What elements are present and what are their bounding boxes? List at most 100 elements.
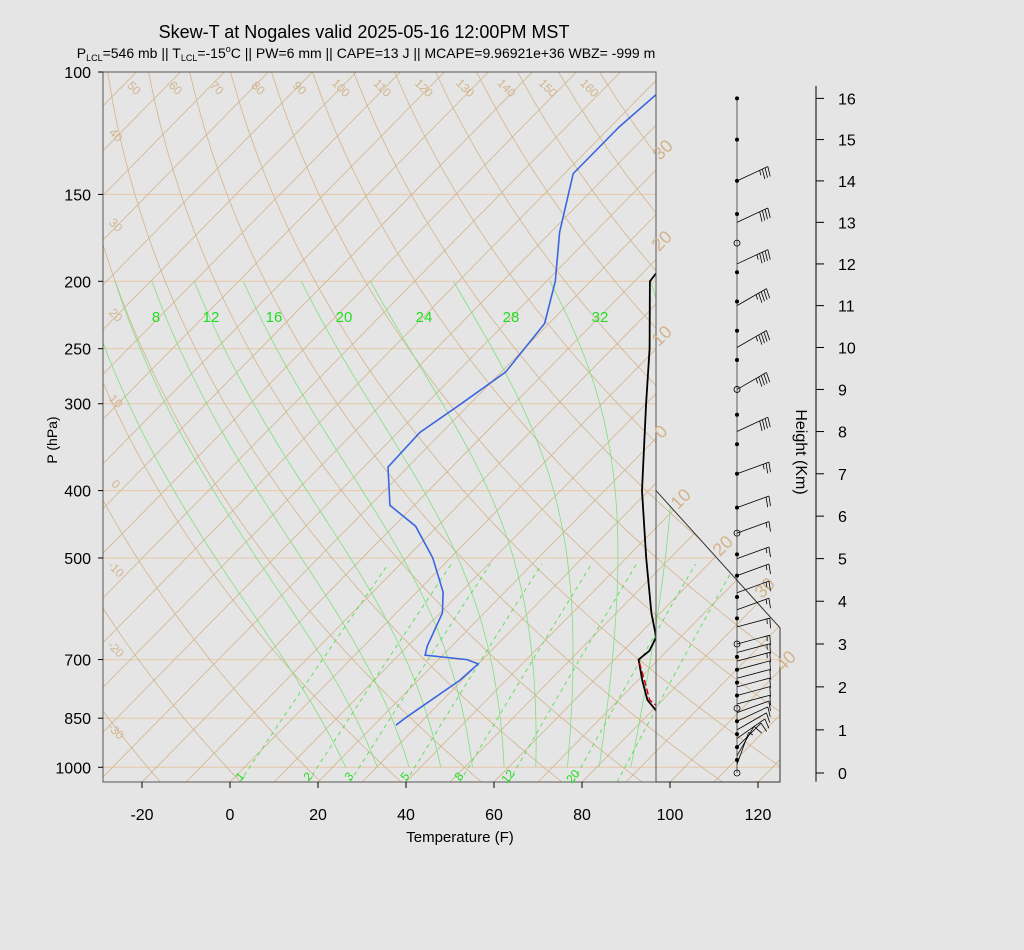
- height-marker: [733, 386, 741, 393]
- dry-adiabat-label: 10: [106, 391, 126, 411]
- wind-barb-shaft: [736, 461, 770, 475]
- isotherm-line: [317, 72, 780, 782]
- wind-barb-feather: [764, 418, 768, 429]
- isotherm-line: [361, 72, 780, 782]
- wind-barb-shaft: [736, 694, 770, 705]
- wind-barb-shaft: [736, 249, 768, 265]
- dry-adiabat: [394, 72, 780, 782]
- height-tick-label: 10: [838, 340, 856, 357]
- isotherm-line: [846, 72, 1024, 782]
- wind-barb-shaft: [736, 330, 767, 348]
- isotherm-line: [537, 72, 780, 782]
- wind-barb-feather: [764, 250, 768, 261]
- height-tick-label: 15: [838, 133, 856, 150]
- dry-adiabat-label-right: 40: [772, 647, 800, 675]
- wind-barb-half-feather: [762, 464, 765, 470]
- dry-adiabat: [312, 72, 780, 782]
- dry-adiabat: [558, 72, 780, 782]
- wind-barb-half-feather: [765, 522, 768, 528]
- height-tick-label: 11: [838, 299, 855, 316]
- wind-barb-feather: [759, 253, 763, 264]
- wind-barb-feather: [764, 209, 768, 220]
- height-marker: [733, 529, 741, 537]
- wind-barb-shaft: [736, 521, 770, 534]
- wind-barb-shaft: [736, 660, 770, 671]
- wind-barb-shaft: [736, 207, 768, 223]
- wind-barb-shaft: [736, 726, 755, 756]
- moist-adiabat: [103, 281, 347, 768]
- dry-adiabat: [271, 72, 780, 782]
- isotherm-line: [103, 72, 445, 782]
- dry-adiabat: [103, 72, 402, 782]
- x-tick-label: 100: [657, 807, 684, 824]
- wind-barb-feather: [764, 167, 768, 178]
- wind-barb-feather: [766, 330, 771, 341]
- subtitle-rest: C || PW=6 mm || CAPE=13 J || MCAPE=9.969…: [231, 45, 656, 61]
- isotherm-line: [141, 72, 780, 782]
- height-marker: [735, 328, 740, 333]
- dry-adiabat: [599, 72, 780, 782]
- x-tick-label: 60: [485, 807, 503, 824]
- wind-barb-feather: [761, 252, 766, 263]
- isotherm-line: [581, 72, 780, 782]
- isotherm-line: [103, 72, 709, 782]
- isotherm-line: [713, 72, 780, 782]
- wind-barb-feather: [766, 712, 771, 723]
- wind-barb-feather: [761, 168, 766, 180]
- height-axis-label: Height (Km): [792, 409, 809, 494]
- mixing-ratio-line: [405, 563, 543, 782]
- wind-barb-feather: [769, 652, 771, 663]
- wind-barb-feather: [769, 686, 771, 697]
- dry-adiabat-label-right: 20: [709, 532, 737, 560]
- isotherm-line: [273, 72, 780, 782]
- dry-adiabat-label: -30: [105, 720, 127, 742]
- wind-barb-shaft: [736, 669, 770, 679]
- wind-barb-feather: [769, 643, 771, 654]
- isotherm-label: 60: [166, 78, 186, 98]
- x-tick-label: 0: [226, 807, 235, 824]
- profiles: [387, 93, 656, 726]
- wind-barb-feather: [761, 419, 766, 430]
- moist-adiabat-label: 16: [266, 309, 283, 326]
- isotherm-line: [103, 72, 181, 782]
- height-marker: [735, 137, 740, 142]
- wind-barb-feather: [768, 581, 771, 592]
- moist-adiabat: [453, 281, 574, 768]
- isotherm-line: [103, 72, 665, 782]
- height-tick-label: 8: [838, 425, 847, 442]
- height-marker: [735, 270, 740, 275]
- wind-barb-shaft: [736, 677, 770, 688]
- mixing-ratio-label: 8: [451, 769, 466, 783]
- temperature-line: [637, 271, 656, 712]
- height-marker: [733, 769, 741, 777]
- isotherm-line: [103, 72, 489, 782]
- wind-barb-shaft: [736, 288, 767, 306]
- mixing-ratio-label: 2: [300, 769, 315, 783]
- mixing-ratio-label: 3: [341, 769, 356, 783]
- height-tick-label: 7: [838, 467, 847, 484]
- isotherm-line: [890, 72, 1024, 782]
- wind-barb-feather: [753, 725, 762, 734]
- wind-barb-feather: [769, 678, 771, 689]
- wind-barb-shaft: [736, 563, 770, 577]
- wind-barb-half-feather: [755, 294, 759, 300]
- isotherm-line: [103, 72, 753, 782]
- wind-barb-feather: [763, 373, 768, 384]
- height-tick-label: 5: [838, 552, 847, 569]
- moist-adiabat-label: 8: [152, 309, 160, 326]
- isotherm-line: [103, 72, 225, 782]
- dry-adiabat-label: 40: [106, 125, 126, 145]
- wind-barb-shaft: [736, 416, 768, 432]
- pressure-tick-label: 500: [64, 551, 91, 568]
- moist-adiabat-label: 32: [592, 309, 609, 326]
- wind-barb-feather: [769, 695, 771, 706]
- wind-barb-feather: [760, 375, 765, 386]
- wind-barb-shaft: [736, 722, 762, 748]
- wind-barb-half-feather: [755, 378, 759, 384]
- isotherm-line: [103, 72, 577, 782]
- plot-area: [0, 72, 1024, 782]
- dry-adiabat: [0, 72, 80, 782]
- subtitle-tlcl-value: =-15: [197, 45, 226, 61]
- wind-barb-half-feather: [765, 564, 768, 571]
